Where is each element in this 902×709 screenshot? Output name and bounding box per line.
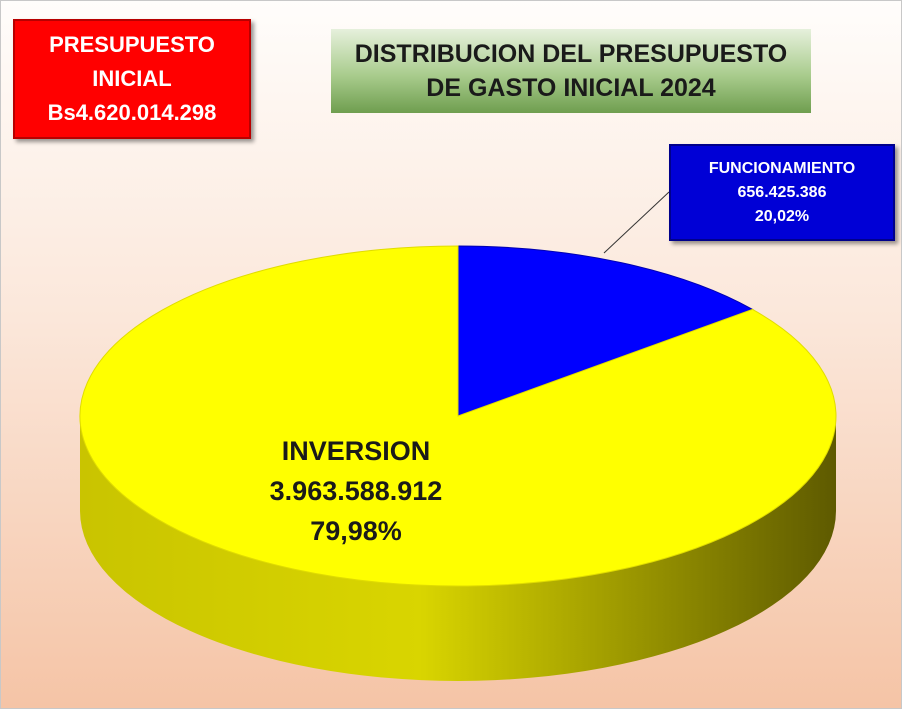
funcionamiento-label-box: FUNCIONAMIENTO 656.425.386 20,02% <box>669 144 895 241</box>
total-box: PRESUPUESTO INICIAL Bs4.620.014.298 <box>13 19 251 139</box>
pie-side <box>80 416 836 681</box>
pie-slice <box>79 245 837 587</box>
leader-line <box>603 191 670 254</box>
percent-label: 20,02% <box>754 207 810 225</box>
category-label: FUNCIONAMIENTO <box>708 159 856 177</box>
category-label: INVERSION <box>281 436 431 466</box>
inversion-label: INVERSION 3.963.588.912 79,98% <box>221 431 491 551</box>
chart-title: DISTRIBUCION DEL PRESUPUESTO DE GASTO IN… <box>354 40 788 102</box>
value-label: 656.425.386 <box>737 183 827 201</box>
pie-slice <box>457 245 754 417</box>
percent-label: 79,98% <box>310 516 402 546</box>
title-box: DISTRIBUCION DEL PRESUPUESTO DE GASTO IN… <box>331 29 811 113</box>
value-label: 3.963.588.912 <box>269 476 443 506</box>
total-title: PRESUPUESTO INICIAL <box>49 32 215 91</box>
total-label: Bs4.620.014.298 <box>47 100 217 125</box>
